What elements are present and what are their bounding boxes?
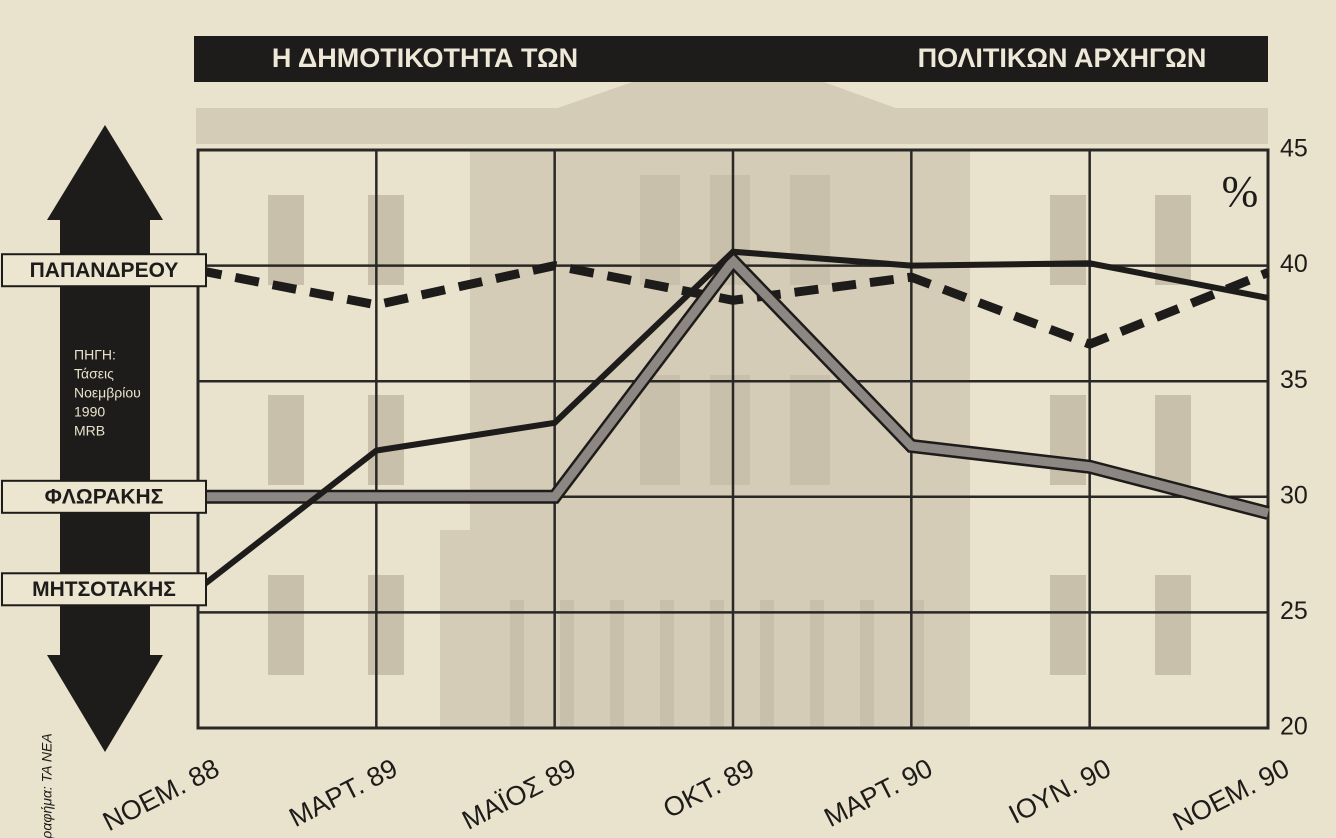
y-tick-label: 25 (1280, 597, 1308, 625)
credit: Γραφήμα: ΤΑ ΝΕΑ (39, 733, 55, 838)
unit-label: % (1222, 167, 1259, 216)
y-tick-label: 35 (1280, 366, 1308, 394)
source-line: Τάσεις (74, 366, 114, 382)
y-tick-label: 20 (1280, 713, 1308, 741)
y-tick-label: 45 (1280, 135, 1308, 163)
source-line: Νοεμβρίου (74, 385, 141, 401)
legend-label: ΦΛΩΡΑΚΗΣ (45, 485, 164, 508)
source-line: 1990 (74, 404, 105, 420)
y-tick-label: 30 (1280, 481, 1308, 509)
source-line: MRB (74, 423, 105, 439)
legend-label: ΠΑΠΑΝΔΡΕΟΥ (30, 259, 179, 282)
chart: Η ΔΗΜΟΤΙΚΟΤΗΤΑ ΤΩΝ ΠΟΛΙΤΙΚΩΝ ΑΡΧΗΓΩΝ ΠΗΓ… (0, 0, 1336, 838)
chart-title: Η ΔΗΜΟΤΙΚΟΤΗΤΑ ΤΩΝ (272, 43, 578, 73)
source-line: ΠΗΓΗ: (74, 347, 116, 363)
legend-label: ΜΗΤΣΟΤΑΚΗΣ (32, 578, 176, 601)
chart-title: ΠΟΛΙΤΙΚΩΝ ΑΡΧΗΓΩΝ (918, 43, 1207, 73)
y-tick-label: 40 (1280, 250, 1308, 278)
